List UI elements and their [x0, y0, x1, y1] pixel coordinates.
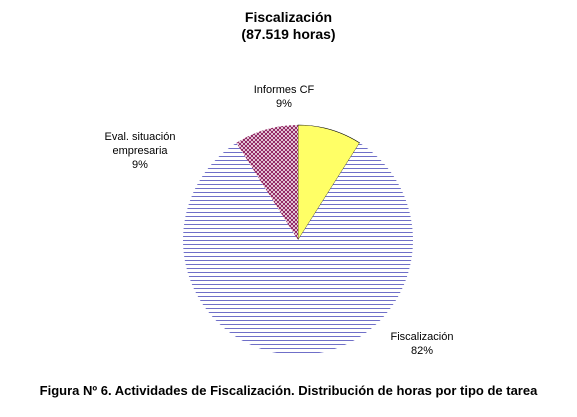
- chart-subtitle: (87.519 horas): [241, 26, 336, 42]
- slice-informes-cf: [297, 124, 361, 242]
- chart-title: Fiscalización: [244, 9, 333, 25]
- label-eval-situacion: Eval. situación empresaria 9%: [105, 131, 176, 171]
- label-fiscalizacion: Fiscalización 82%: [391, 331, 454, 357]
- figure-caption: Figura Nº 6. Actividades de Fiscalizació…: [39, 383, 538, 398]
- slice-fiscalizacion: [182, 142, 413, 355]
- pie-slices: [182, 124, 413, 355]
- label-informes-cf: Informes CF 9%: [254, 84, 315, 110]
- pie-labels: Informes CF 9% Fiscalización 82% Eval. situa…: [105, 84, 454, 357]
- slice-eval-situacion: [236, 125, 298, 240]
